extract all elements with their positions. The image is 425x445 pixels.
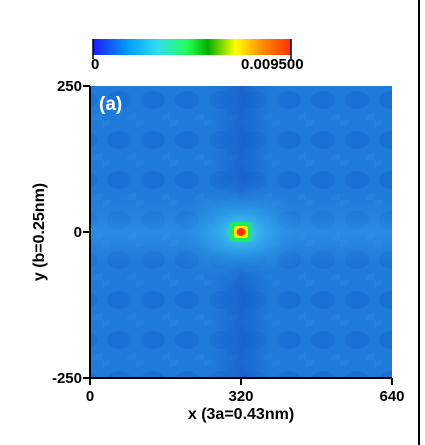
y-axis-label: y (b=0.25nm) [31, 182, 49, 282]
y-tick-label: 250 [56, 77, 82, 95]
panel-label: (a) [99, 94, 123, 115]
colorbar-min-label: 0 [91, 56, 100, 73]
page-right-border [418, 0, 420, 445]
x-tick-label: 640 [379, 388, 405, 405]
x-tick-label: 320 [228, 388, 254, 405]
y-tick-label: 0 [73, 223, 82, 241]
x-axis-label: x (3a=0.43nm) [187, 406, 295, 423]
x-tick-label: 0 [85, 388, 95, 405]
heatmap-peak-core [236, 228, 246, 236]
heatmap-image [90, 86, 392, 378]
colorbar [93, 39, 291, 55]
colorbar-max-label: 0.009500 [241, 56, 304, 73]
y-tick-label: -250 [51, 369, 82, 387]
